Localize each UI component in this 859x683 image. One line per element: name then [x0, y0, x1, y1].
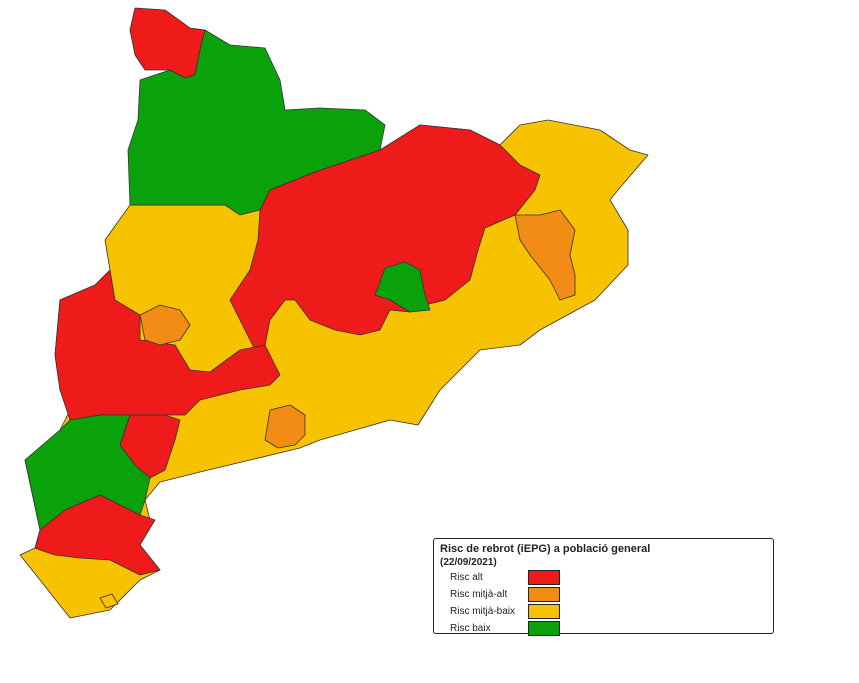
- region-red-west: [54, 269, 281, 421]
- region-green-enclave: [374, 261, 431, 313]
- legend-date: (22/09/2021): [440, 557, 497, 568]
- legend-label: Risc baix: [450, 623, 491, 634]
- legend-swatch-high: [528, 570, 560, 585]
- legend-item-high: Risc alt: [440, 570, 767, 587]
- region-red-aran: [129, 7, 206, 79]
- legend-title: Risc de rebrot (iEPG) a població general: [440, 543, 651, 555]
- legend-swatch-low: [528, 621, 560, 636]
- legend-label: Risc mitjà-alt: [450, 589, 508, 600]
- map-legend: Risc de rebrot (iEPG) a població general…: [433, 538, 774, 636]
- legend-item-mid-high: Risc mitjà-alt: [440, 587, 767, 604]
- legend-swatch-mid-high: [528, 587, 560, 602]
- legend-swatch-mid-low: [528, 604, 560, 619]
- region-orange-tarragona: [264, 404, 306, 449]
- region-red-delta: [34, 494, 161, 576]
- region-delta-tip: [99, 593, 119, 609]
- region-orange-segria: [139, 304, 191, 346]
- legend-item-mid-low: Risc mitjà-baix: [440, 604, 767, 621]
- legend-label: Risc alt: [450, 572, 483, 583]
- legend-label: Risc mitjà-baix: [450, 606, 516, 617]
- region-green-southwest: [24, 414, 151, 531]
- region-orange-girona: [514, 209, 576, 301]
- legend-item-low: Risc baix: [440, 621, 767, 638]
- region-red-central: [229, 124, 541, 351]
- region-green-pyrenees: [127, 29, 386, 216]
